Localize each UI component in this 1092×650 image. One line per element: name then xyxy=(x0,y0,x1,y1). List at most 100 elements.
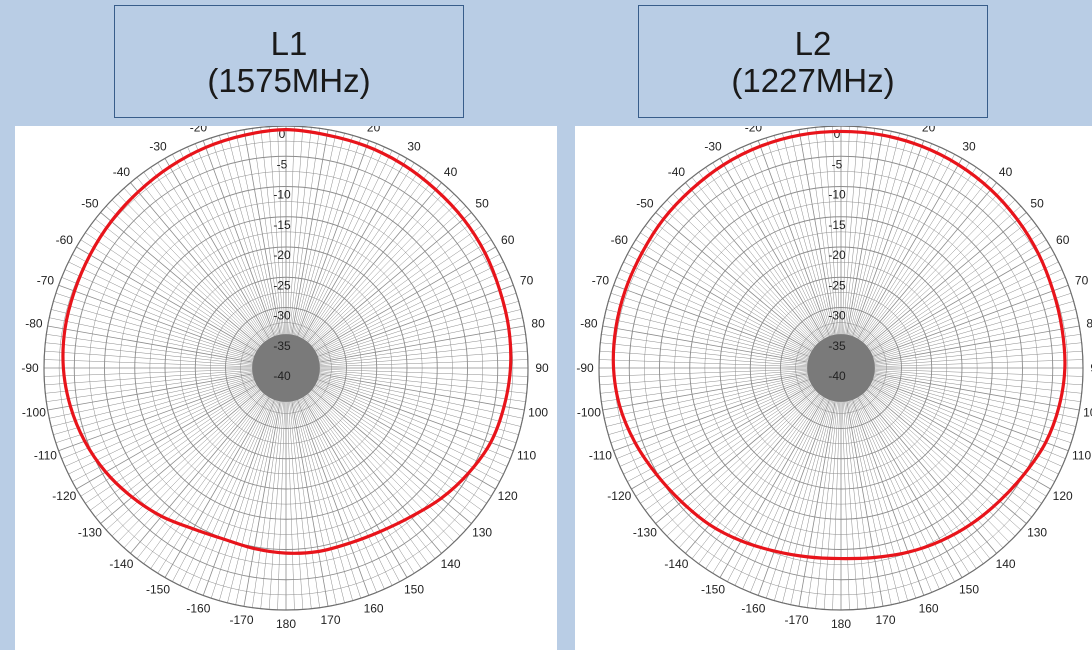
grid-ring xyxy=(780,307,902,429)
gain-trace xyxy=(61,128,513,555)
radial-tick-label: -5 xyxy=(832,157,843,171)
polar-chart-panel-l2: 0-5-10-15-20-25-30-35-400102030405060708… xyxy=(575,126,1092,650)
polar-chart-l1: 0-5-10-15-20-25-30-35-400102030405060708… xyxy=(21,126,549,631)
angle-tick-label: 60 xyxy=(1056,233,1070,247)
grid-ring xyxy=(765,292,917,444)
radial-tick-label: 0 xyxy=(279,127,286,141)
chart-frequency-label: (1227MHz) xyxy=(731,61,895,99)
angle-tick-label: -100 xyxy=(22,406,46,420)
angle-tick-label: 110 xyxy=(1072,449,1091,463)
angle-tick-label: -90 xyxy=(576,361,594,375)
grid-ring xyxy=(240,322,332,414)
angle-tick-label: 150 xyxy=(404,583,424,597)
grid-ring xyxy=(119,201,453,535)
outer-ring xyxy=(598,126,1084,611)
grid-ring xyxy=(194,276,378,460)
grid-ring xyxy=(134,216,438,520)
radial-tick-label: -25 xyxy=(273,278,291,292)
angle-tick-label: 20 xyxy=(922,126,936,134)
radial-tick-label: 0 xyxy=(834,127,841,141)
angle-tick-label: 130 xyxy=(472,526,492,540)
gain-trace xyxy=(611,129,1067,561)
angle-tick-label: 80 xyxy=(531,317,545,331)
angle-tick-label: -160 xyxy=(186,602,210,616)
grid-ring xyxy=(674,201,1008,535)
angle-tick-label: 120 xyxy=(1053,489,1073,503)
angle-tick-label: -170 xyxy=(784,613,808,627)
angle-tick-label: 100 xyxy=(1083,406,1092,420)
chart-frequency-label: (1575MHz) xyxy=(207,61,371,99)
grid-ring xyxy=(164,246,408,490)
grid-ring xyxy=(704,231,978,505)
angle-tick-label: 140 xyxy=(441,557,461,571)
angle-tick-label: -130 xyxy=(78,526,102,540)
angle-tick-label: -150 xyxy=(701,583,725,597)
angle-tick-label: 160 xyxy=(919,602,939,616)
angle-tick-label: -30 xyxy=(149,139,167,153)
grid-ring xyxy=(749,276,933,460)
angle-tick-label: -70 xyxy=(592,273,610,287)
angle-tick-label: -150 xyxy=(146,583,170,597)
angle-tick-label: -50 xyxy=(81,196,99,210)
grid-ring xyxy=(179,261,393,475)
grid-ring xyxy=(628,155,1054,581)
angle-tick-label: 150 xyxy=(959,583,979,597)
angle-tick-label: -40 xyxy=(668,165,686,179)
angle-tick-label: 120 xyxy=(498,489,518,503)
angle-tick-label: -20 xyxy=(745,126,763,134)
angle-tick-label: 40 xyxy=(999,165,1013,179)
angle-tick-label: -60 xyxy=(56,233,74,247)
angle-tick-label: 40 xyxy=(444,165,458,179)
angle-tick-label: -60 xyxy=(611,233,629,247)
angle-tick-label: 70 xyxy=(1075,273,1089,287)
angle-tick-label: 60 xyxy=(501,233,515,247)
angle-tick-label: -130 xyxy=(633,526,657,540)
polar-grid xyxy=(43,126,529,611)
angle-tick-label: -170 xyxy=(229,613,253,627)
radial-tick-label: -40 xyxy=(828,369,846,383)
radial-tick-label: -15 xyxy=(273,218,291,232)
angle-tick-label: 180 xyxy=(276,617,296,631)
center-hub xyxy=(252,334,320,402)
radial-tick-label: -10 xyxy=(828,188,846,202)
grid-ring xyxy=(734,261,948,475)
radial-tick-label: -5 xyxy=(277,157,288,171)
grid-ring xyxy=(149,231,423,505)
angle-tick-label: 170 xyxy=(320,613,340,627)
angle-tick-label: -40 xyxy=(113,165,131,179)
angle-tick-label: -110 xyxy=(589,449,612,463)
angle-tick-label: 80 xyxy=(1086,317,1092,331)
radial-tick-label: -40 xyxy=(273,369,291,383)
radial-tick-label: -20 xyxy=(273,248,291,262)
angle-tick-label: -80 xyxy=(580,317,598,331)
grid-ring xyxy=(644,171,1038,565)
angle-tick-label: 170 xyxy=(875,613,895,627)
angle-tick-label: -120 xyxy=(607,489,631,503)
angle-tick-label: 30 xyxy=(407,139,421,153)
radial-tick-label: -15 xyxy=(828,218,846,232)
angle-tick-label: 90 xyxy=(535,361,549,375)
angle-tick-label: -20 xyxy=(190,126,208,134)
angle-tick-label: 90 xyxy=(1090,361,1092,375)
angle-tick-label: 100 xyxy=(528,406,548,420)
center-hub xyxy=(807,334,875,402)
grid-ring xyxy=(73,155,499,581)
grid-ring xyxy=(795,322,887,414)
chart-band-label: L2 xyxy=(794,24,832,62)
radial-tick-label: -30 xyxy=(273,309,291,323)
radial-tick-label: -35 xyxy=(273,339,291,353)
grid-ring xyxy=(89,171,483,565)
angle-tick-label: 130 xyxy=(1027,526,1047,540)
chart-band-label: L1 xyxy=(270,24,308,62)
angle-tick-label: 140 xyxy=(996,557,1016,571)
angle-tick-label: 50 xyxy=(1030,196,1044,210)
angle-tick-label: -90 xyxy=(21,361,39,375)
grid-ring xyxy=(719,246,963,490)
angle-tick-label: 160 xyxy=(364,602,384,616)
angle-tick-label: -140 xyxy=(664,557,688,571)
chart-title-l1: L1 (1575MHz) xyxy=(114,5,464,118)
angle-tick-label: 20 xyxy=(367,126,381,134)
grid-ring xyxy=(659,186,1023,550)
radial-tick-label: -25 xyxy=(828,278,846,292)
angle-tick-label: 30 xyxy=(962,139,976,153)
